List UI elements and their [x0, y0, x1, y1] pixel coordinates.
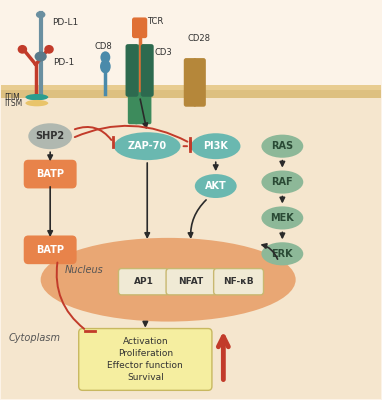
Text: Proliferation: Proliferation [118, 349, 173, 358]
Text: ITSM: ITSM [5, 99, 23, 108]
FancyBboxPatch shape [79, 328, 212, 390]
Text: RAS: RAS [271, 141, 293, 151]
FancyBboxPatch shape [118, 268, 168, 295]
Text: AP1: AP1 [133, 277, 153, 286]
Ellipse shape [40, 238, 296, 322]
Text: Nucleus: Nucleus [65, 265, 104, 275]
Text: ERK: ERK [272, 249, 293, 259]
Text: Activation: Activation [123, 337, 168, 346]
FancyBboxPatch shape [141, 44, 154, 97]
Text: BATP: BATP [36, 169, 64, 179]
FancyBboxPatch shape [126, 44, 139, 97]
Text: Cytoplasm: Cytoplasm [8, 332, 60, 342]
FancyBboxPatch shape [141, 44, 151, 124]
Text: CD3: CD3 [155, 48, 173, 57]
Text: ITIM: ITIM [5, 93, 20, 102]
Ellipse shape [36, 11, 45, 18]
Text: TCR: TCR [147, 17, 163, 26]
Bar [1, 90, 381, 98]
FancyBboxPatch shape [184, 58, 197, 107]
Ellipse shape [261, 206, 303, 230]
Text: CD28: CD28 [187, 34, 210, 43]
Ellipse shape [261, 135, 303, 158]
Ellipse shape [191, 133, 241, 159]
FancyBboxPatch shape [24, 236, 77, 264]
FancyBboxPatch shape [128, 44, 139, 124]
Text: Survival: Survival [127, 373, 164, 382]
Text: PI3K: PI3K [203, 141, 228, 151]
Text: SHP2: SHP2 [36, 131, 65, 141]
Text: NF-κB: NF-κB [223, 277, 254, 286]
Ellipse shape [18, 45, 27, 54]
FancyBboxPatch shape [24, 160, 77, 188]
Text: ZAP-70: ZAP-70 [128, 141, 167, 151]
Text: BATP: BATP [36, 245, 64, 255]
Ellipse shape [261, 242, 303, 265]
Text: NFAT: NFAT [178, 277, 204, 286]
Text: PD-1: PD-1 [53, 58, 74, 67]
Bar [1, 88, 381, 399]
Text: AKT: AKT [205, 181, 227, 191]
Ellipse shape [44, 45, 54, 54]
Bar [1, 85, 381, 90]
FancyBboxPatch shape [166, 268, 216, 295]
Ellipse shape [100, 51, 110, 63]
Ellipse shape [195, 174, 237, 198]
Text: RAF: RAF [272, 177, 293, 187]
Ellipse shape [100, 60, 111, 74]
Ellipse shape [34, 52, 47, 62]
FancyBboxPatch shape [214, 268, 264, 295]
FancyBboxPatch shape [193, 58, 206, 107]
Text: Effector function: Effector function [107, 361, 183, 370]
Ellipse shape [114, 132, 181, 160]
Text: CD8: CD8 [95, 42, 112, 51]
Text: MEK: MEK [270, 213, 294, 223]
Ellipse shape [261, 170, 303, 194]
FancyBboxPatch shape [132, 18, 147, 38]
Ellipse shape [26, 100, 48, 106]
Ellipse shape [26, 94, 48, 100]
Text: PD-L1: PD-L1 [52, 18, 78, 27]
FancyBboxPatch shape [134, 44, 145, 124]
Ellipse shape [28, 123, 72, 149]
